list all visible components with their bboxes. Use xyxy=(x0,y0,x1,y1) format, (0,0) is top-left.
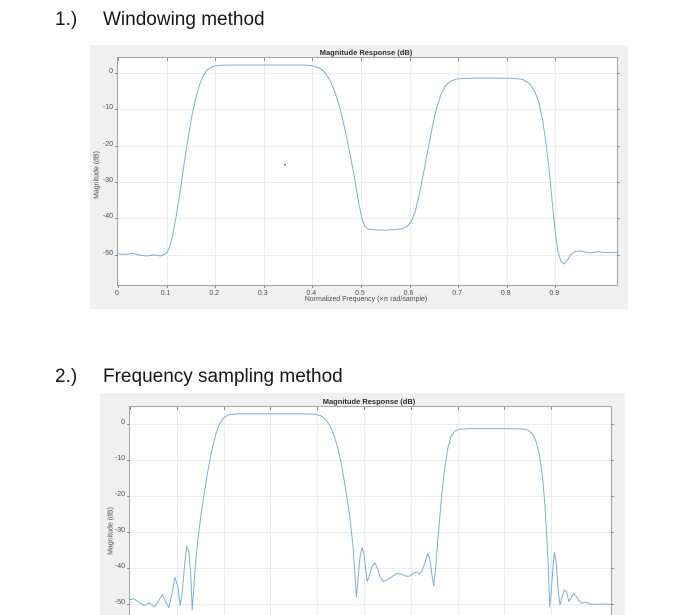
list-number-2: 2.) xyxy=(55,366,78,387)
y-axis-label: Magnitude (dB) xyxy=(93,151,101,199)
response-curve xyxy=(129,413,612,611)
list-number-1: 1.) xyxy=(55,9,78,30)
x-tick-label: 0.3 xyxy=(257,290,268,297)
y-tick-label: -40 xyxy=(114,563,125,571)
response-curve xyxy=(117,64,618,265)
section-title-frequency-sampling: Frequency sampling method xyxy=(103,366,343,387)
x-tick-label: 0 xyxy=(115,290,119,297)
x-tick-label: 0.6 xyxy=(403,290,414,297)
y-tick-label: -20 xyxy=(102,140,113,148)
plot-axes-area xyxy=(127,406,614,615)
section-title-windowing: Windowing method xyxy=(103,9,265,30)
x-tick-label: 0.1 xyxy=(160,290,171,297)
x-tick-label: 0.8 xyxy=(500,290,511,297)
plot-title: Magnitude Response (dB) xyxy=(322,397,416,406)
y-tick-label: -20 xyxy=(114,491,125,499)
magnitude-response-figure-frequency-sampling[interactable]: Magnitude Response (dB) Magnitude (dB) 0… xyxy=(100,393,625,615)
plot-axes-area xyxy=(115,57,620,288)
section-heading-1: 1.) Windowing method xyxy=(0,9,686,35)
section-heading-2: 2.) Frequency sampling method xyxy=(0,366,686,392)
y-tick-label: 0 xyxy=(121,419,125,427)
y-tick-label: 0 xyxy=(109,67,113,75)
magnitude-response-figure-windowing[interactable]: Magnitude Response (dB) Magnitude (dB) N… xyxy=(90,45,628,309)
x-tick-label: 0.2 xyxy=(209,290,220,297)
y-tick-label: -10 xyxy=(102,104,113,112)
magnitude-response-chart xyxy=(127,407,614,615)
y-tick-label: -30 xyxy=(102,176,113,184)
x-axis-label: Normalized Frequency (×π rad/sample) xyxy=(304,296,428,303)
x-tick-label: 0.4 xyxy=(306,290,317,297)
y-tick-label: -50 xyxy=(114,599,125,607)
x-tick-label: 0.5 xyxy=(355,290,365,297)
y-tick-label: -50 xyxy=(102,249,113,257)
plot-title: Magnitude Response (dB) xyxy=(319,48,413,57)
magnitude-response-chart xyxy=(115,58,620,288)
x-tick-label: 0.9 xyxy=(549,290,560,297)
x-tick-label: 0.7 xyxy=(452,290,462,297)
y-tick-label: -10 xyxy=(114,455,125,463)
artifact-dot xyxy=(284,163,287,166)
y-tick-label: -40 xyxy=(102,213,113,221)
y-tick-label: -30 xyxy=(114,527,125,535)
